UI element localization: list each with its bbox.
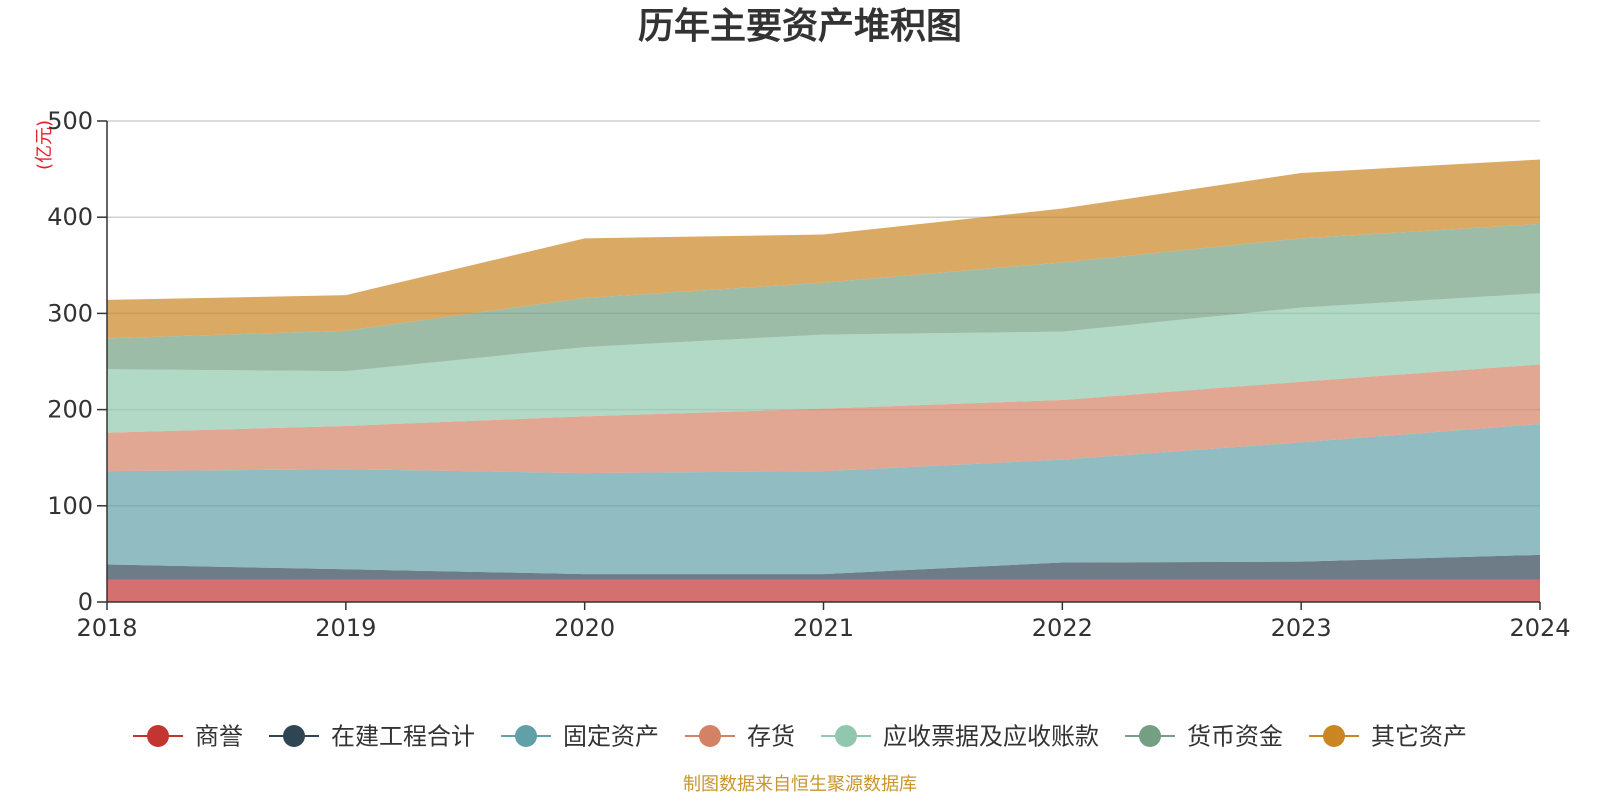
legend-label: 在建工程合计 xyxy=(331,722,475,750)
legend-item-4[interactable]: 存货 xyxy=(685,722,795,750)
y-tick-label: 400 xyxy=(47,203,93,231)
legend-label: 货币资金 xyxy=(1187,722,1283,750)
legend-label: 商誉 xyxy=(195,722,243,750)
legend-marker xyxy=(1139,725,1161,747)
x-tick-label: 2019 xyxy=(315,614,376,642)
area-series-6 xyxy=(107,223,1540,372)
legend-marker xyxy=(835,725,857,747)
x-tick-label: 2020 xyxy=(554,614,615,642)
y-tick-label: 200 xyxy=(47,396,93,424)
y-tick-label: 0 xyxy=(78,588,93,616)
legend-label: 应收票据及应收账款 xyxy=(883,722,1099,750)
area-series-4 xyxy=(107,364,1540,474)
legend-marker xyxy=(515,725,537,747)
legend-item-5[interactable]: 应收票据及应收账款 xyxy=(821,722,1099,750)
legend-label: 其它资产 xyxy=(1371,722,1467,750)
legend-marker xyxy=(699,725,721,747)
area-series-2 xyxy=(107,554,1540,580)
chart-title: 历年主要资产堆积图 xyxy=(638,6,962,47)
legend-item-2[interactable]: 在建工程合计 xyxy=(269,722,475,750)
y-unit-label: (亿元) xyxy=(34,120,55,170)
x-tick-label: 2023 xyxy=(1271,614,1332,642)
data-source-note: 制图数据来自恒生聚源数据库 xyxy=(683,774,917,795)
x-tick-label: 2022 xyxy=(1032,614,1093,642)
series-areas xyxy=(107,159,1540,602)
axes xyxy=(97,120,1541,610)
x-tick-label: 2018 xyxy=(76,614,137,642)
y-tick-label: 100 xyxy=(47,492,93,520)
legend-item-1[interactable]: 商誉 xyxy=(133,722,243,750)
legend-marker xyxy=(1323,725,1345,747)
legend-label: 固定资产 xyxy=(563,722,659,750)
area-series-1 xyxy=(107,579,1540,602)
legend-marker xyxy=(147,725,169,747)
legend[interactable]: 商誉 在建工程合计 固定资产 存货 应收票据及应收账款 货币资金 其它资产 xyxy=(133,722,1467,750)
legend-label: 存货 xyxy=(747,722,795,750)
x-tick-label: 2021 xyxy=(793,614,854,642)
area-series-5 xyxy=(107,293,1540,433)
area-series-3 xyxy=(107,424,1540,575)
x-tick-labels: 2018 2019 2020 2021 2022 2023 2024 xyxy=(76,614,1570,642)
legend-item-6[interactable]: 货币资金 xyxy=(1125,722,1283,750)
area-series-7 xyxy=(107,159,1540,339)
y-tick-labels: 0 100 200 300 400 500 xyxy=(47,107,93,616)
y-tick-label: 300 xyxy=(47,299,93,327)
y-tick-label: 500 xyxy=(47,107,93,135)
x-tick-label: 2024 xyxy=(1509,614,1570,642)
legend-marker xyxy=(283,725,305,747)
legend-item-7[interactable]: 其它资产 xyxy=(1309,722,1467,750)
legend-item-3[interactable]: 固定资产 xyxy=(501,722,659,750)
